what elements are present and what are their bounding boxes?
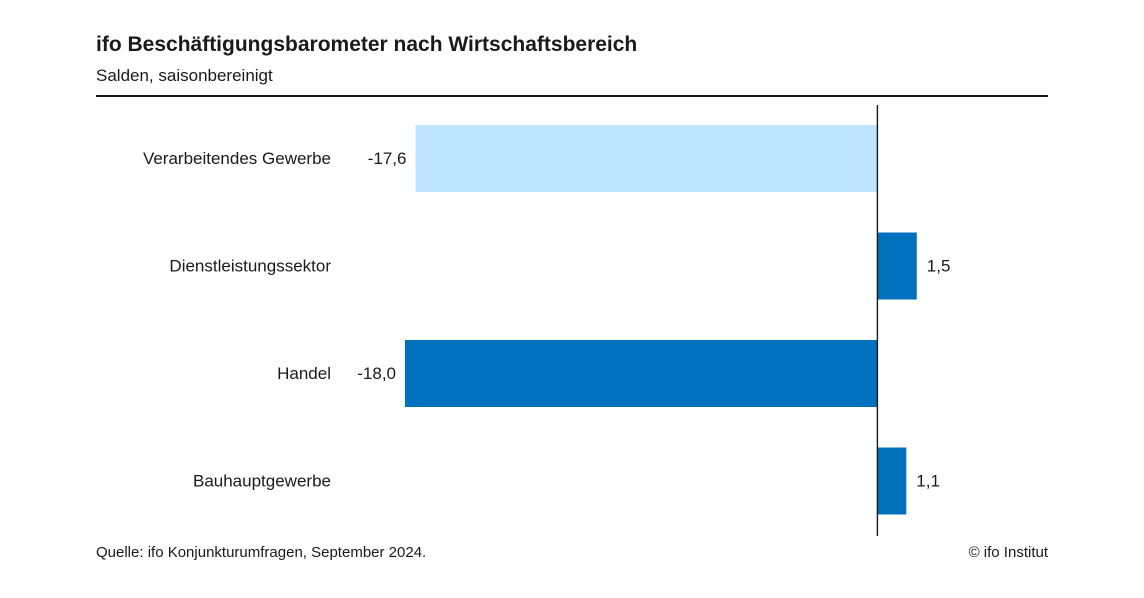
category-label: Bauhauptgewerbe	[193, 472, 331, 491]
copyright-note: © ifo Institut	[968, 544, 1048, 561]
category-label: Verarbeitendes Gewerbe	[143, 149, 331, 168]
category-label: Dienstleistungssektor	[169, 257, 331, 276]
value-label: -18,0	[357, 364, 396, 383]
bar-0	[415, 125, 878, 192]
title-divider	[96, 95, 1048, 97]
chart-title: ifo Beschäftigungsbarometer nach Wirtsch…	[96, 33, 638, 56]
source-note: Quelle: ifo Konjunkturumfragen, Septembe…	[96, 544, 427, 561]
chart-subtitle: Salden, saisonbereinigt	[96, 66, 273, 85]
value-label: 1,1	[916, 472, 940, 491]
value-label: 1,5	[927, 257, 951, 276]
bar-1	[877, 232, 917, 300]
bar-3	[877, 447, 907, 515]
value-label: -17,6	[368, 149, 407, 168]
bar-2	[405, 340, 878, 407]
category-label: Handel	[277, 364, 331, 383]
